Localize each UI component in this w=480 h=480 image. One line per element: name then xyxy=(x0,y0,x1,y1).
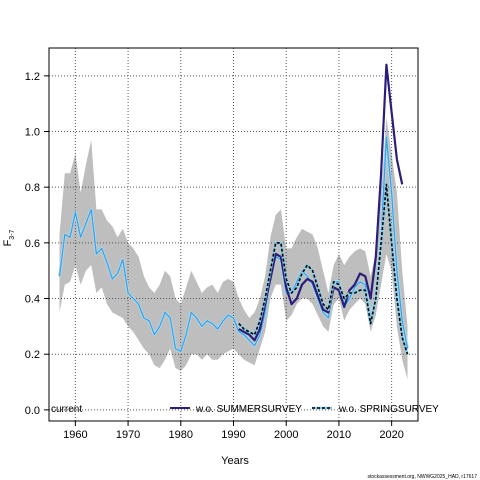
legend-label-summer: w.o. SUMMERSURVEY xyxy=(195,404,302,415)
x-tick-label-1990: 1990 xyxy=(221,429,245,441)
y-axis: 0.0 0.2 0.4 0.6 0.8 1.0 1.2 xyxy=(25,71,49,417)
x-tick-label-1980: 1980 xyxy=(169,429,193,441)
legend-label-spring: w.o. SPRINGSURVEY xyxy=(338,404,439,415)
y-tick-label-0.2: 0.2 xyxy=(25,349,40,361)
y-tick-label-0.6: 0.6 xyxy=(25,238,40,250)
y-tick-label-0.0: 0.0 xyxy=(25,405,40,417)
plot-area xyxy=(49,48,418,421)
x-tick-label-2010: 2010 xyxy=(327,429,351,441)
x-tick-label-1960: 1960 xyxy=(63,429,87,441)
x-axis: 1960 1970 1980 1990 2000 2010 2020 xyxy=(63,421,404,441)
x-tick-label-2020: 2020 xyxy=(379,429,403,441)
svg-text:F3-7: F3-7 xyxy=(2,229,16,246)
legend: current w.o. SUMMERSURVEY w.o. SPRINGSUR… xyxy=(51,404,439,415)
x-axis-title: Years xyxy=(221,455,249,467)
y-axis-title-main: F xyxy=(2,239,14,246)
x-tick-label-2000: 2000 xyxy=(274,429,298,441)
series-line-spring xyxy=(238,183,409,355)
legend-label-current: current xyxy=(51,404,82,415)
y-tick-label-0.4: 0.4 xyxy=(25,294,40,306)
confidence-band xyxy=(59,117,408,380)
y-tick-label-0.8: 0.8 xyxy=(25,182,40,194)
y-axis-title-sub: 3-7 xyxy=(9,229,16,239)
y-axis-title: F3-7 xyxy=(2,229,16,246)
y-tick-label-1.0: 1.0 xyxy=(25,127,40,139)
credit-text: stockassessment.org, NWWG2025_HAD, r1761… xyxy=(368,474,478,480)
series-lines xyxy=(58,63,409,355)
series-line-current xyxy=(58,136,409,352)
x-tick-label-1970: 1970 xyxy=(116,429,140,441)
y-tick-label-1.2: 1.2 xyxy=(25,71,40,83)
